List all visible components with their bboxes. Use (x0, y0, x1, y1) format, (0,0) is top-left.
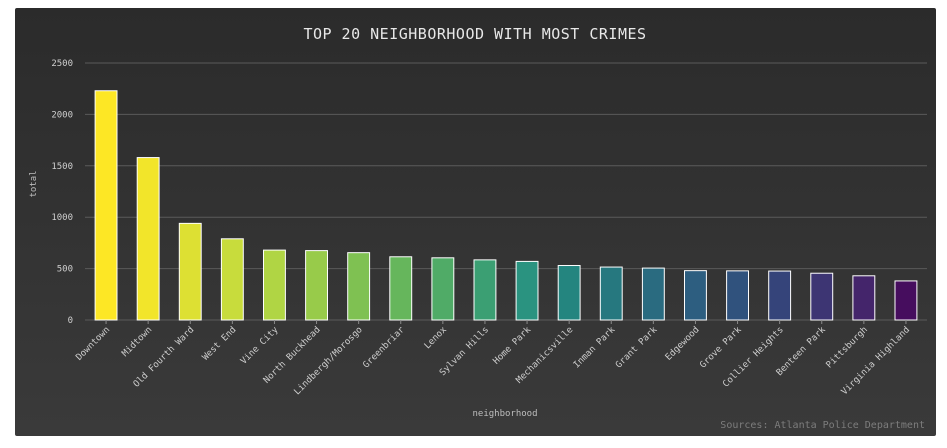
y-tick-label: 1500 (51, 162, 73, 172)
bar (894, 280, 918, 321)
bar (852, 275, 876, 321)
bar (220, 238, 244, 321)
bar (599, 266, 623, 321)
bar (557, 265, 581, 321)
y-tick-label: 1000 (51, 213, 73, 223)
x-tick-label: Edgewood (664, 325, 702, 363)
bar (136, 157, 160, 321)
x-tick-label: Home Park (492, 325, 534, 367)
bar (431, 257, 455, 321)
x-tick-label: West End (201, 325, 239, 363)
bar (515, 260, 539, 321)
bar (389, 256, 413, 321)
x-tick-label: Greenbriar (361, 325, 407, 371)
bars (94, 90, 918, 321)
bar (263, 249, 286, 321)
x-tick-label: Vine City (239, 325, 281, 367)
bar (684, 270, 707, 321)
x-tick-label: Lenox (423, 325, 450, 352)
chart-title: TOP 20 NEIGHBORHOOD WITH MOST CRIMES (303, 25, 646, 43)
gridlines (85, 62, 927, 321)
bar (94, 90, 118, 321)
y-tick-label: 2000 (51, 110, 73, 120)
y-tick-label: 500 (57, 265, 73, 275)
chart-panel: TOP 20 NEIGHBORHOOD WITH MOST CRIMES 0 50… (15, 8, 936, 436)
bar-chart: TOP 20 NEIGHBORHOOD WITH MOST CRIMES 0 50… (29, 25, 927, 431)
x-tick-label: Midtown (120, 325, 154, 359)
y-tick-label: 0 (68, 316, 73, 326)
source-note: Sources: Atlanta Police Department (720, 420, 925, 431)
x-tick-label: Grove Park (698, 325, 744, 371)
x-tick-label: Grant Park (614, 325, 660, 371)
bar (641, 267, 665, 321)
y-tick-label: 2500 (51, 59, 73, 69)
x-axis-label: neighborhood (472, 409, 537, 419)
x-tick-label: Pittsburgh (825, 325, 870, 370)
x-tick-label: Downtown (74, 325, 112, 363)
bar (178, 222, 202, 321)
bar (473, 259, 497, 321)
bar (347, 252, 371, 321)
y-axis-ticks: 0 500 1000 1500 2000 2500 (51, 59, 73, 326)
x-tick-label: Inman Park (572, 325, 618, 371)
bar (810, 272, 834, 321)
y-axis-label: total (29, 170, 39, 197)
bar (305, 250, 328, 321)
bar (768, 270, 792, 321)
bar (726, 270, 749, 321)
